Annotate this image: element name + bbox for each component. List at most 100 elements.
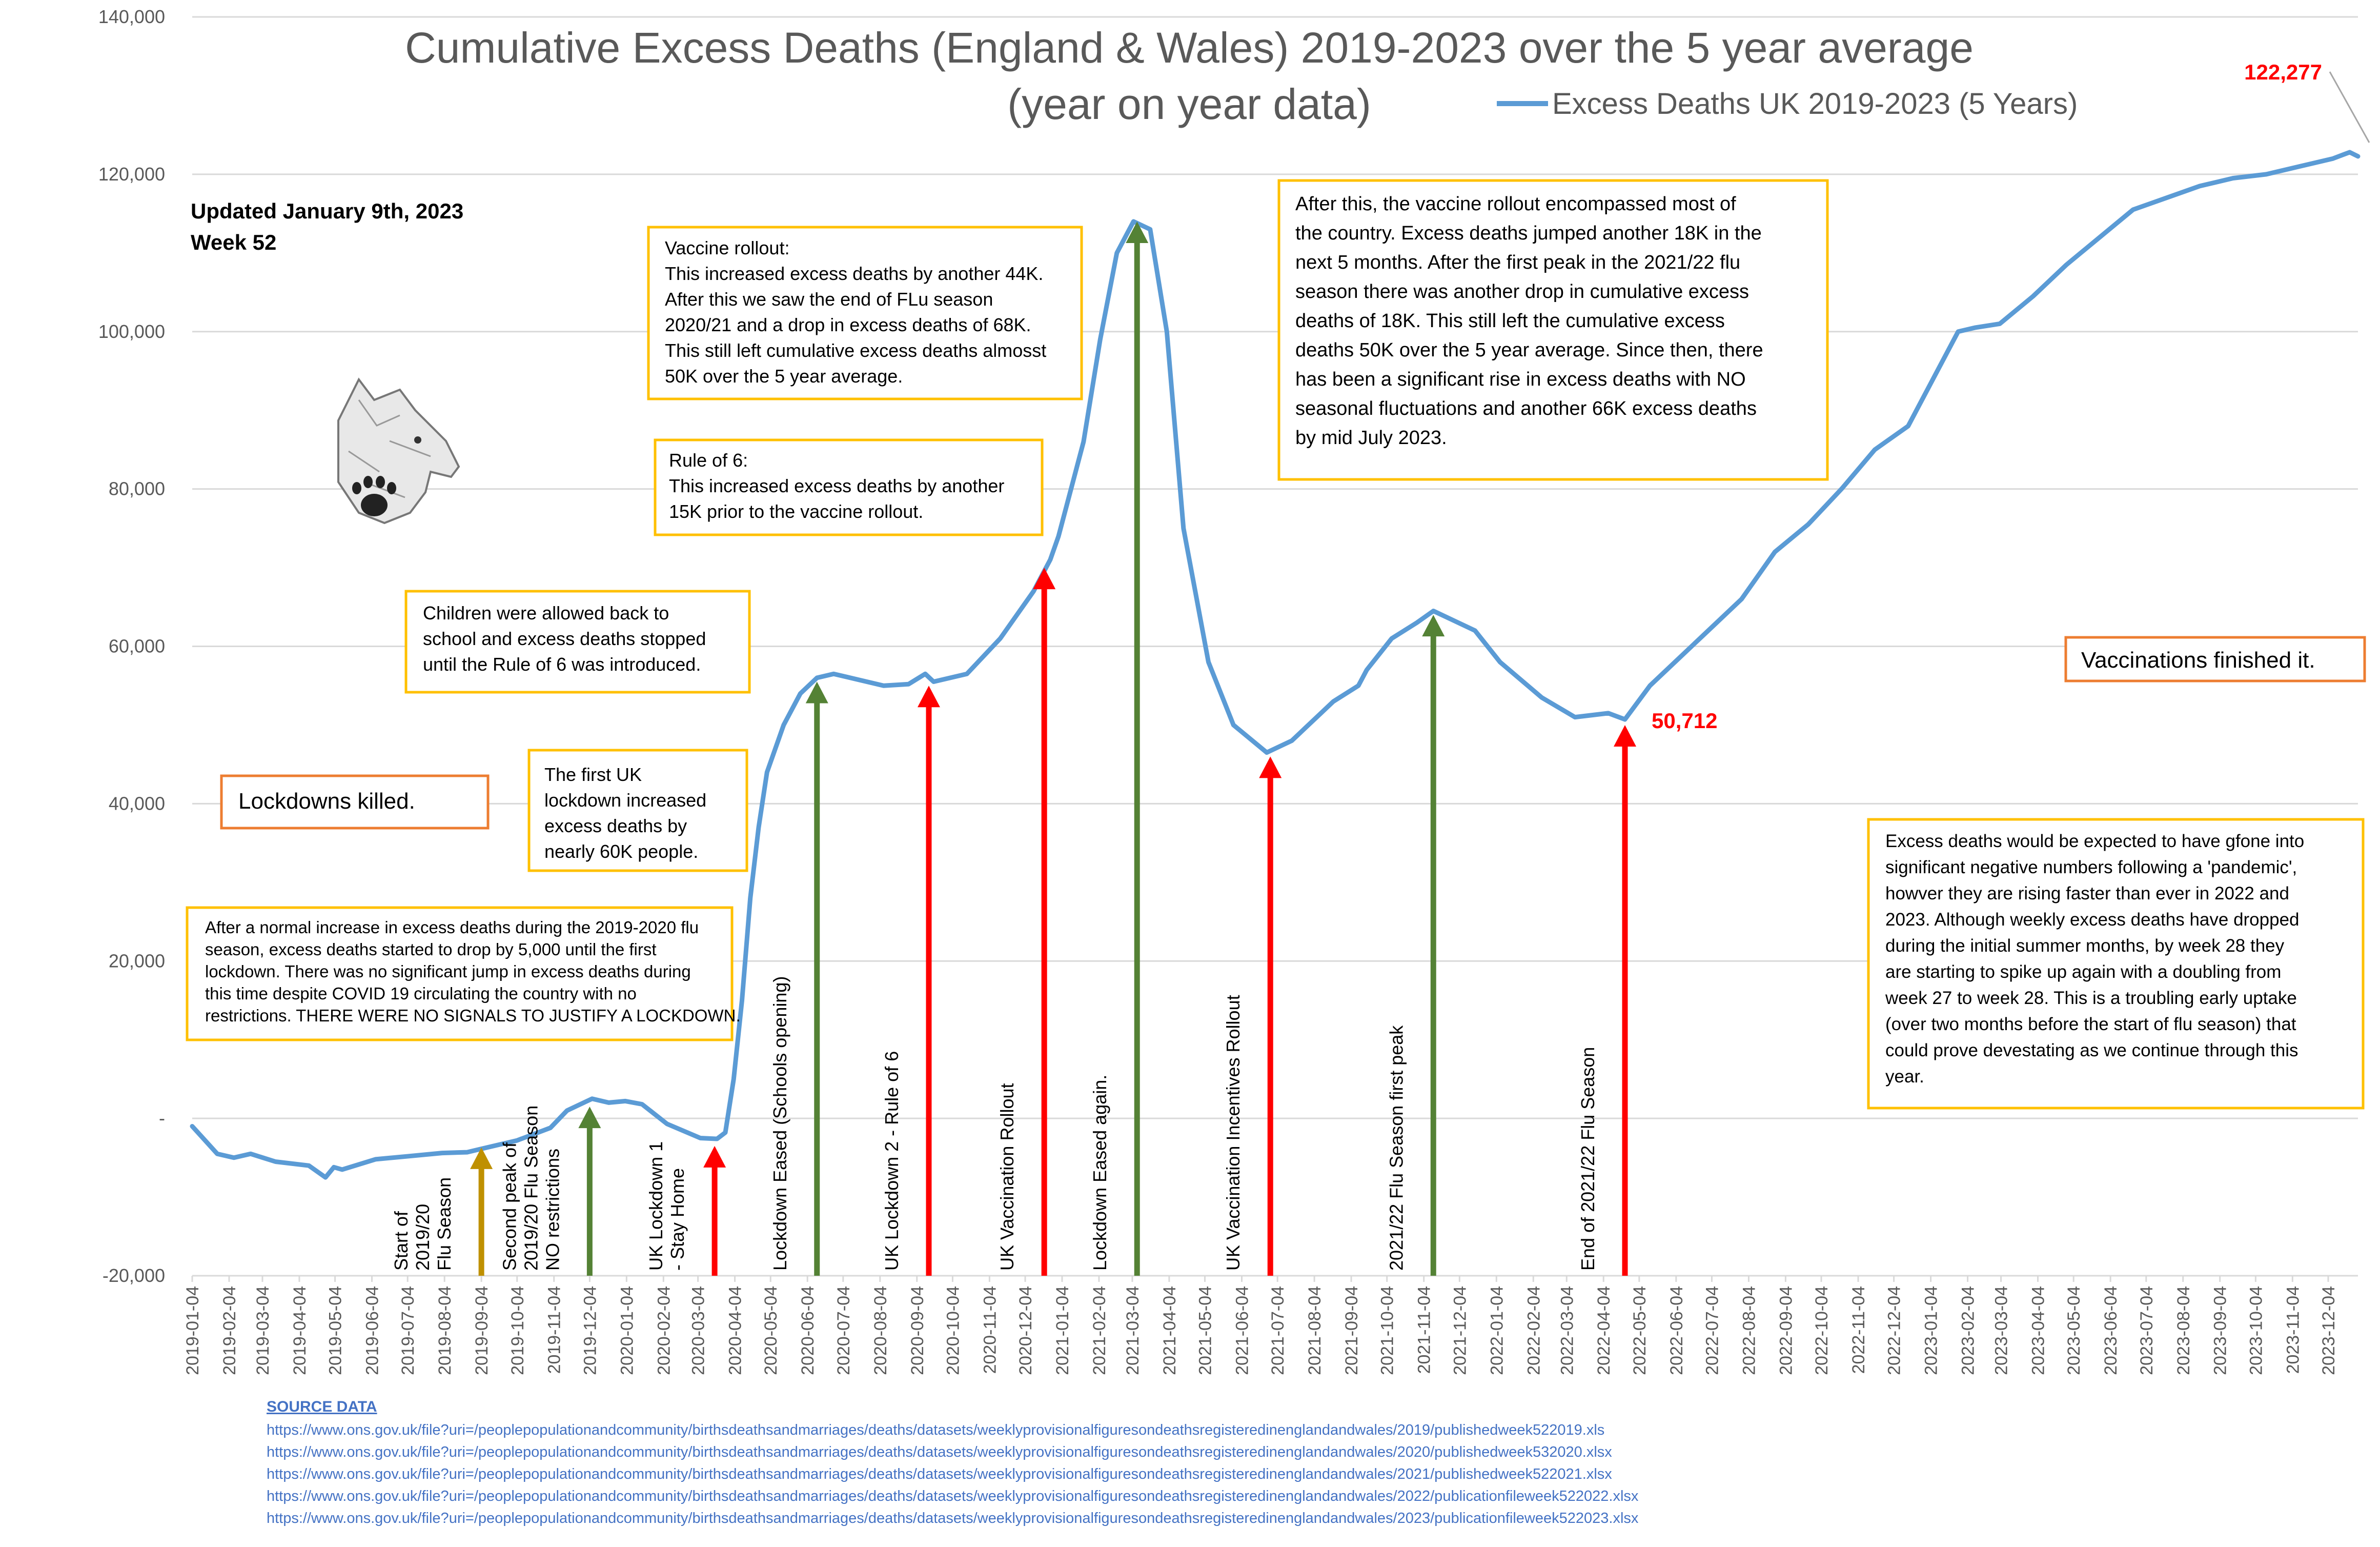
- x-tick-label: 2019-01-04: [183, 1286, 202, 1375]
- y-tick-label: 80,000: [109, 478, 165, 499]
- event-label: 2019/20: [412, 1204, 433, 1271]
- annotation-line: week 27 to week 28. This is a troubling …: [1885, 988, 2297, 1008]
- legend-label: Excess Deaths UK 2019-2023 (5 Years): [1552, 87, 2078, 120]
- x-tick-label: 2020-11-04: [980, 1286, 1000, 1374]
- x-tick-label: 2020-08-04: [871, 1286, 890, 1375]
- x-tick-label: 2022-07-04: [1702, 1286, 1722, 1375]
- x-tick-label: 2023-05-04: [2064, 1286, 2084, 1375]
- event-label: Second peak of: [499, 1142, 520, 1271]
- event-label: Lockdown Eased again.: [1089, 1075, 1110, 1271]
- annotation-line: 2023. Although weekly excess deaths have…: [1885, 910, 2300, 930]
- x-tick-label: 2021-03-04: [1123, 1286, 1143, 1375]
- annotation-line: 15K prior to the vaccine rollout.: [669, 501, 923, 522]
- x-tick-label: 2023-07-04: [2137, 1286, 2157, 1375]
- annotation-line: Rule of 6:: [669, 450, 748, 471]
- source-link[interactable]: https://www.ons.gov.uk/file?uri=/peoplep…: [267, 1466, 1612, 1482]
- annotation-line: are starting to spike up again with a do…: [1885, 962, 2281, 982]
- svg-text:After this, the vaccine rollou: After this, the vaccine rollout encompas…: [1295, 193, 1768, 449]
- annotation-line: Lockdowns killed.: [238, 789, 415, 814]
- x-tick-label: 2019-11-04: [545, 1286, 564, 1374]
- event-arrow: 2021/22 Flu Season first peak: [1386, 615, 1445, 1276]
- annotation-line: howver they are rising faster than ever …: [1885, 883, 2289, 903]
- event-arrow-head: [1614, 725, 1636, 747]
- y-tick-label: -20,000: [103, 1265, 165, 1286]
- annotation-line: has been a significant rise in excess de…: [1295, 369, 1746, 390]
- x-tick-label: 2021-12-04: [1450, 1286, 1470, 1375]
- annotation-line: school and excess deaths stopped: [423, 628, 706, 649]
- annotation-line: during the initial summer months, by wee…: [1885, 936, 2285, 956]
- annotation-lockdowns-killed: Lockdowns killed.: [220, 774, 490, 830]
- annotation-rule-of-6: Rule of 6: This increased excess deaths …: [654, 438, 1044, 536]
- x-tick-label: 2020-07-04: [834, 1286, 853, 1375]
- source-link[interactable]: https://www.ons.gov.uk/file?uri=/peoplep…: [267, 1488, 1639, 1504]
- chart-title-line1: Cumulative Excess Deaths (England & Wale…: [405, 24, 1974, 72]
- event-arrow: End of 2021/22 Flu Season: [1577, 725, 1636, 1276]
- event-arrow-head: [1422, 615, 1445, 637]
- annotation-line: 50K over the 5 year average.: [665, 366, 903, 387]
- y-tick-label: 100,000: [98, 321, 165, 342]
- event-arrow-head: [1126, 221, 1149, 243]
- source-heading: SOURCE DATA: [267, 1398, 377, 1415]
- x-tick-label: 2021-04-04: [1160, 1286, 1179, 1375]
- source-link[interactable]: https://www.ons.gov.uk/file?uri=/peoplep…: [267, 1510, 1639, 1526]
- value-label-leader: [2329, 71, 2370, 143]
- value-label-final: 122,277: [2244, 60, 2322, 84]
- x-tick-label: 2020-02-04: [654, 1286, 674, 1375]
- x-tick-label: 2023-02-04: [1959, 1286, 1978, 1375]
- event-arrow-head: [917, 686, 940, 708]
- annotation-line: This still left cumulative excess deaths…: [665, 340, 1046, 361]
- annotation-line: (over two months before the start of flu…: [1885, 1014, 2296, 1034]
- source-link[interactable]: https://www.ons.gov.uk/file?uri=/peoplep…: [267, 1422, 1604, 1438]
- annotation-line: excess deaths by: [544, 815, 687, 836]
- x-tick-label: 2020-10-04: [943, 1286, 963, 1375]
- x-tick-label: 2019-08-04: [435, 1286, 455, 1375]
- annotation-vaccine-rollout: Vaccine rollout: This increased excess d…: [647, 226, 1083, 400]
- annotation-line: Children were allowed back to: [423, 602, 669, 624]
- event-label: UK Lockdown 1: [645, 1141, 666, 1271]
- value-labels: 122,277 50,712: [1652, 60, 2370, 733]
- annotation-line: Vaccinations finished it.: [2081, 648, 2315, 673]
- x-tick-label: 2023-11-04: [2283, 1286, 2303, 1374]
- annotation-line: significant negative numbers following a…: [1885, 857, 2297, 877]
- annotation-negative-numbers: Excess deaths would be expected to have …: [1867, 818, 2365, 1110]
- x-tick-label: 2022-09-04: [1776, 1286, 1796, 1375]
- annotation-line: After this, the vaccine rollout encompas…: [1295, 193, 1736, 215]
- event-arrows: Start of 2019/20 Flu Season Second peak of 2…: [391, 221, 1636, 1276]
- x-tick-label: 2019-06-04: [363, 1286, 382, 1375]
- y-tick-label: -: [159, 1108, 165, 1129]
- event-label: UK Vaccination Rollout: [996, 1083, 1018, 1271]
- x-tick-label: 2023-01-04: [1922, 1286, 1941, 1375]
- event-arrow-head: [578, 1107, 601, 1129]
- wolf-paw-icon: [337, 377, 460, 525]
- event-label: 2021/22 Flu Season first peak: [1386, 1025, 1407, 1271]
- y-tick-label: 120,000: [98, 164, 165, 185]
- x-tick-label: 2021-09-04: [1342, 1286, 1361, 1375]
- event-label: End of 2021/22 Flu Season: [1577, 1047, 1598, 1271]
- annotation-line: until the Rule of 6 was introduced.: [423, 654, 701, 675]
- annotation-line: season there was another drop in cumulat…: [1295, 281, 1749, 303]
- x-tick-label: 2020-09-04: [908, 1286, 927, 1375]
- event-arrow: Lockdown Eased again.: [1089, 221, 1149, 1276]
- annotation-line: After this we saw the end of FLu season: [665, 289, 993, 310]
- event-label: UK Vaccination Incentives Rollout: [1223, 995, 1244, 1271]
- source-data: SOURCE DATA https://www.ons.gov.uk/file?…: [267, 1398, 1639, 1526]
- x-tick-label: 2023-08-04: [2174, 1286, 2193, 1375]
- annotation-line: season, excess deaths started to drop by…: [205, 940, 657, 959]
- y-tick-label: 20,000: [109, 950, 165, 971]
- x-tick-label: 2023-09-04: [2211, 1286, 2230, 1375]
- x-tick-label: 2020-04-04: [726, 1286, 745, 1375]
- y-tick-label: 60,000: [109, 636, 165, 657]
- source-link[interactable]: https://www.ons.gov.uk/file?uri=/peoplep…: [267, 1444, 1612, 1460]
- x-tick-label: 2019-07-04: [398, 1286, 418, 1375]
- event-arrow: UK Vaccination Incentives Rollout: [1223, 756, 1282, 1276]
- x-tick-label: 2023-03-04: [1992, 1286, 2011, 1375]
- annotation-line: lockdown increased: [544, 790, 706, 811]
- annotation-line: The first UK: [544, 764, 642, 785]
- x-tick-label: 2021-06-04: [1233, 1286, 1252, 1375]
- event-arrow: Second peak of 2019/20 Flu Season NO restr…: [499, 1106, 601, 1276]
- annotation-line: this time despite COVID 19 circulating t…: [205, 984, 637, 1003]
- y-tick-label: 140,000: [98, 6, 165, 27]
- annotation-line: Vaccine rollout:: [665, 237, 789, 258]
- x-tick-label: 2022-05-04: [1630, 1286, 1650, 1375]
- svg-text:Rule of 6: This increase: Rule of 6: This increased excess deaths …: [669, 450, 1009, 522]
